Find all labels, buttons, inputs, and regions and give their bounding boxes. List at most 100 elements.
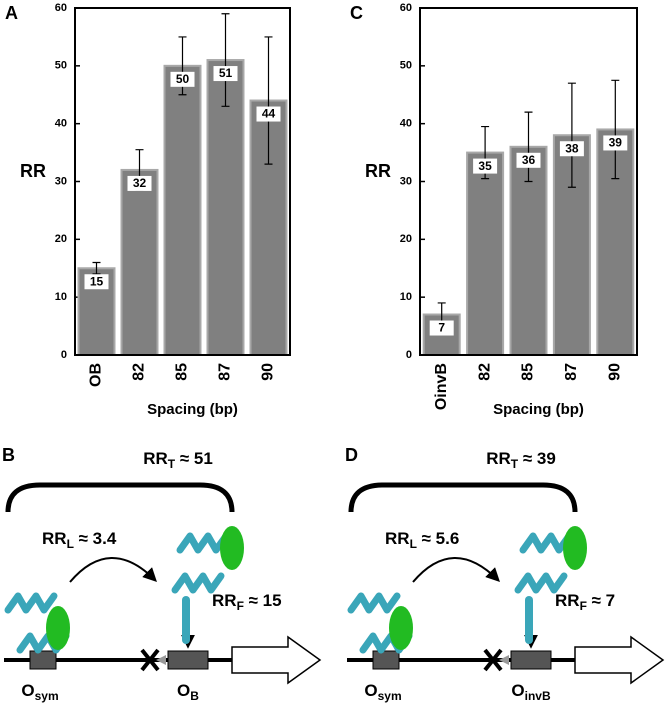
operator-right	[167, 650, 209, 670]
label-part: RR	[486, 449, 511, 468]
panel-letter: C	[350, 3, 363, 23]
value-label: 38	[565, 141, 579, 155]
label-part: ≈ 3.4	[74, 529, 117, 548]
y-tick-label: 10	[55, 291, 67, 303]
value-label-box	[473, 158, 498, 174]
y-axis-label: RR	[365, 161, 391, 181]
y-tick-label: 60	[55, 2, 67, 14]
label-part: ≈ 39	[518, 449, 556, 468]
label: Osym	[364, 681, 401, 703]
error-bar	[524, 111, 533, 183]
value-label: 32	[133, 176, 147, 190]
value-label-box	[213, 66, 238, 82]
label: RRF ≈ 7	[555, 591, 615, 613]
y-tick-label: 0	[406, 349, 412, 361]
block-x	[140, 648, 160, 672]
label-part: RR	[143, 449, 168, 468]
value-label-box	[603, 135, 628, 151]
label-part: O	[21, 681, 34, 700]
y-axis-label: RR	[20, 161, 46, 181]
panel-letter: D	[345, 445, 358, 465]
rnap	[499, 655, 509, 665]
helix	[347, 592, 401, 614]
y-tick-label: 50	[55, 60, 67, 72]
label-part: ≈ 15	[244, 591, 282, 610]
label: OB	[177, 681, 199, 703]
helix	[519, 532, 573, 554]
y-tick-label: 30	[400, 175, 412, 187]
label-part: sym	[378, 689, 402, 703]
value-label-box	[127, 175, 152, 191]
label-part: RR	[385, 529, 410, 548]
y-tick-label: 20	[400, 233, 412, 245]
promoter-arrow	[231, 635, 322, 685]
operator-left	[29, 650, 57, 670]
y-tick-label: 40	[400, 118, 412, 130]
label-part: RR	[42, 529, 67, 548]
value-label: 44	[262, 107, 276, 121]
plot-frame	[419, 7, 638, 356]
error-bar	[264, 36, 273, 165]
x-tick-label: 82	[131, 363, 148, 381]
bar	[120, 168, 159, 356]
operator-left	[372, 650, 400, 670]
bar	[466, 151, 505, 356]
value-label-box	[84, 274, 109, 290]
bracket	[5, 482, 235, 513]
y-tick-label: 60	[400, 2, 412, 14]
label-part: O	[364, 681, 377, 700]
label: RRL ≈ 5.6	[385, 529, 459, 551]
label-part: RR	[212, 591, 237, 610]
helix	[514, 572, 568, 594]
bracket	[348, 482, 578, 513]
label: RRL ≈ 3.4	[42, 529, 117, 551]
value-label: 39	[609, 136, 623, 150]
value-label: 51	[219, 66, 233, 80]
plot-frame	[74, 7, 291, 356]
y-tick-label: 50	[400, 60, 412, 72]
label-part: L	[67, 537, 74, 551]
x-tick-label: 90	[260, 363, 277, 381]
helix	[4, 592, 58, 614]
error-bar	[567, 82, 576, 188]
x-tick-label: 87	[563, 363, 580, 381]
error-bar	[92, 261, 101, 275]
protein-domain	[46, 606, 70, 650]
value-label-box	[516, 152, 541, 168]
panel-letter: A	[5, 3, 18, 23]
loop-arrow	[69, 557, 157, 583]
value-label-box	[559, 141, 584, 157]
label-part: ≈ 5.6	[417, 529, 459, 548]
y-tick-label: 30	[55, 175, 67, 187]
y-tick-label: 40	[55, 118, 67, 130]
protein-domain	[220, 526, 244, 570]
label-part: ≈ 51	[175, 449, 213, 468]
value-label-box	[256, 106, 281, 122]
label-part: ≈ 7	[587, 591, 615, 610]
x-axis-label: Spacing (bp)	[493, 401, 584, 418]
x-tick-label: 85	[520, 363, 537, 381]
operator-right	[510, 650, 552, 670]
value-label: 15	[90, 274, 104, 288]
x-tick-label: 87	[217, 363, 234, 381]
y-tick-label: 0	[61, 349, 67, 361]
value-label: 35	[478, 159, 492, 173]
block-x	[483, 648, 503, 672]
error-bar	[221, 13, 230, 107]
label: RRF ≈ 15	[212, 591, 282, 613]
loop-arrow	[412, 557, 500, 583]
label-part: B	[190, 689, 199, 703]
value-label-box	[429, 320, 454, 336]
protein-domain	[563, 526, 587, 570]
label: RRT ≈ 51	[143, 449, 213, 471]
x-tick-label: OinvB	[433, 363, 450, 410]
label-part: F	[237, 599, 244, 613]
error-bar	[611, 79, 620, 180]
helix	[176, 532, 230, 554]
x-tick-label: 85	[174, 363, 191, 381]
helix	[171, 572, 225, 594]
x-tick-label: 82	[476, 363, 493, 381]
label-part: F	[580, 599, 587, 613]
